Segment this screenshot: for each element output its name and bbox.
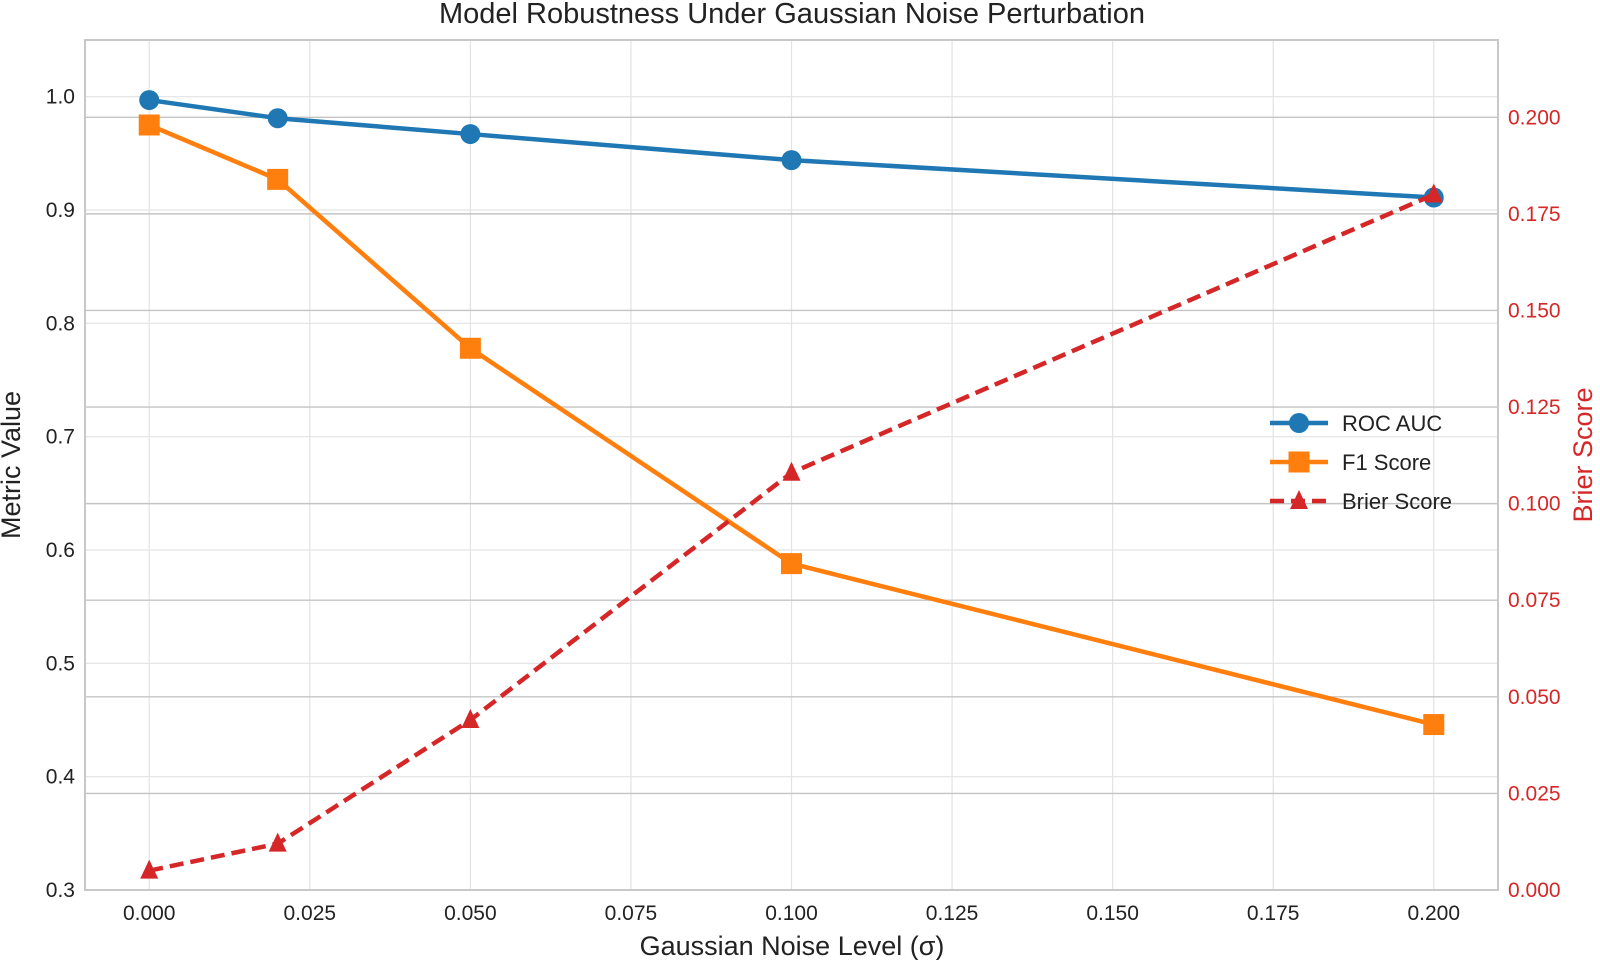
- legend-label: F1 Score: [1342, 450, 1431, 475]
- data-point-triangle: [461, 709, 480, 728]
- data-point-circle: [1289, 413, 1309, 433]
- data-point-square: [781, 553, 802, 575]
- axes-layer: 0.000 0.025 0.050 0.075 0.100 0.125 0.150 0.175…: [46, 39, 1561, 925]
- data-point-circle: [267, 108, 288, 129]
- legend-label: Brier Score: [1342, 489, 1452, 514]
- x-tick-label: 0.125: [926, 902, 979, 925]
- series-f1-score: [138, 114, 1445, 736]
- y-tick-label: 1.0: [46, 86, 75, 109]
- legend-item: F1 Score: [1270, 450, 1431, 475]
- y2-axis-label: Brier Score: [1568, 387, 1598, 522]
- data-point-circle: [460, 124, 481, 145]
- x-tick-label: 0.050: [444, 902, 497, 925]
- data-point-circle: [781, 150, 802, 171]
- x-tick-label: 0.000: [123, 902, 176, 925]
- y-tick-label: 0.7: [46, 426, 75, 449]
- data-point-triangle: [1424, 183, 1443, 203]
- y2-tick-label: 0.150: [1508, 299, 1561, 322]
- y-tick-label: 0.8: [46, 312, 75, 335]
- legend-item: ROC AUC: [1270, 411, 1442, 436]
- data-point-square: [1288, 451, 1310, 473]
- data-point-circle: [139, 90, 160, 111]
- x-tick-label: 0.200: [1407, 902, 1460, 925]
- legend: ROC AUC F1 Score Brier Score: [1270, 411, 1452, 514]
- y2-tick-label: 0.025: [1508, 782, 1561, 805]
- x-tick-label: 0.100: [765, 902, 818, 925]
- series-brier-score: [140, 183, 1443, 879]
- y2-tick-label: 0.050: [1508, 686, 1561, 709]
- y-axis-label: Metric Value: [0, 391, 26, 539]
- y2-tick-label: 0.000: [1508, 879, 1561, 902]
- chart-title: Model Robustness Under Gaussian Noise Pe…: [439, 0, 1145, 30]
- data-point-square: [1423, 714, 1445, 736]
- y-tick-label: 0.3: [46, 879, 75, 902]
- y-tick-label: 0.9: [46, 199, 75, 222]
- legend-item: Brier Score: [1270, 489, 1452, 514]
- data-point-triangle: [268, 832, 287, 852]
- data-point-square: [459, 337, 481, 359]
- data-point-square: [138, 114, 160, 136]
- data-point-triangle: [140, 859, 159, 879]
- y2-tick-label: 0.075: [1508, 589, 1561, 612]
- data-point-triangle: [782, 461, 801, 481]
- y2-tick-label: 0.200: [1508, 106, 1561, 129]
- y2-tick-label: 0.100: [1508, 493, 1561, 516]
- x-tick-label: 0.025: [284, 902, 337, 925]
- data-point-square: [267, 168, 289, 190]
- y-tick-label: 0.4: [46, 766, 76, 789]
- series-layer: [138, 90, 1445, 879]
- y2-tick-label: 0.125: [1508, 396, 1561, 419]
- legend-label: ROC AUC: [1342, 411, 1442, 436]
- x-tick-label: 0.175: [1247, 902, 1300, 925]
- x-axis-label: Gaussian Noise Level (σ): [640, 931, 945, 960]
- y2-tick-label: 0.175: [1508, 203, 1561, 226]
- x-tick-label: 0.150: [1086, 902, 1139, 925]
- y-tick-label: 0.6: [46, 539, 75, 562]
- data-point-triangle: [1290, 490, 1308, 509]
- x-tick-label: 0.075: [605, 902, 658, 925]
- y-tick-label: 0.5: [46, 652, 75, 675]
- plot-frame: [84, 39, 1499, 891]
